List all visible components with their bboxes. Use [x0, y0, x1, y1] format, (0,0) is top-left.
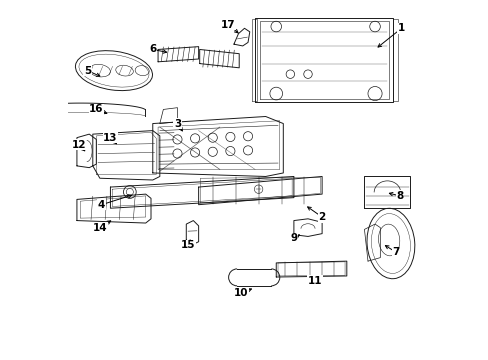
Text: 3: 3	[174, 118, 181, 129]
Text: 1: 1	[397, 23, 404, 33]
Text: 10: 10	[233, 288, 248, 298]
Text: 17: 17	[221, 20, 235, 30]
Text: 14: 14	[92, 222, 107, 233]
Text: 2: 2	[318, 212, 325, 222]
Text: 16: 16	[89, 104, 103, 114]
Text: 9: 9	[290, 233, 297, 243]
Text: 6: 6	[149, 45, 156, 54]
Text: 15: 15	[181, 240, 195, 250]
Text: 12: 12	[71, 140, 86, 150]
Text: 7: 7	[392, 247, 399, 257]
Text: 4: 4	[98, 200, 105, 210]
Text: 5: 5	[84, 66, 91, 76]
Text: 11: 11	[307, 275, 322, 285]
Text: 8: 8	[395, 191, 403, 201]
Text: 13: 13	[103, 133, 118, 143]
